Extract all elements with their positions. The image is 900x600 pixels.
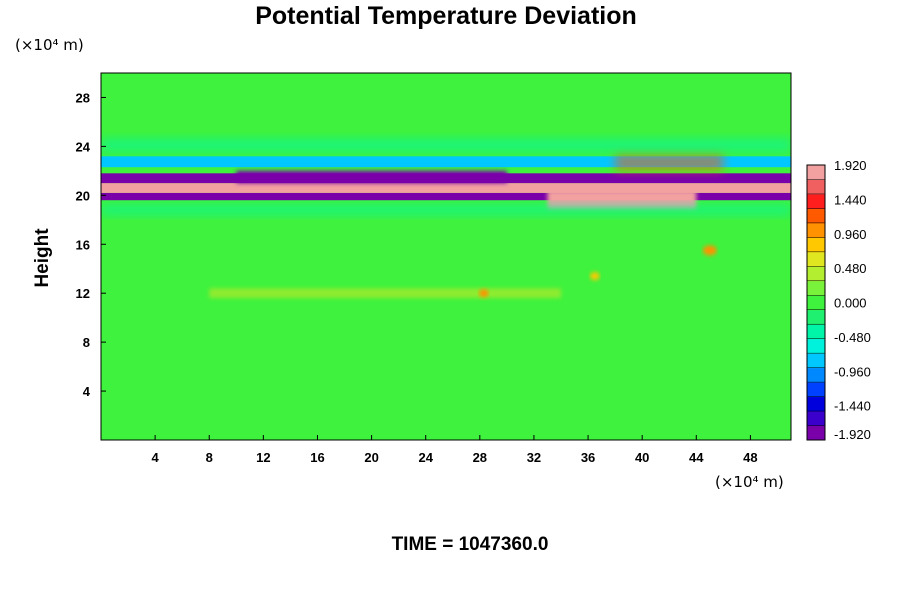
colorbar-swatch [807, 193, 825, 209]
colorbar-swatch [807, 251, 825, 267]
y-tick-label: 20 [76, 188, 90, 203]
field-layer [101, 73, 791, 440]
warm-bulge [547, 190, 697, 209]
warm-eddy [702, 245, 717, 256]
y-unit-label: (×10⁴ m) [15, 36, 84, 54]
x-tick-label: 20 [364, 450, 378, 465]
colorbar-tick-label: 0.480 [834, 261, 867, 276]
field-band [101, 192, 791, 201]
colorbar-tick-label: -0.960 [834, 364, 871, 379]
colorbar-tick-label: 1.440 [834, 192, 867, 207]
y-ticks: 4 8 12 16 20 24 28 [76, 90, 106, 399]
x-tick-label: 16 [310, 450, 324, 465]
colorbar-swatch [807, 222, 825, 238]
x-tick-label: 24 [418, 450, 433, 465]
colorbar-swatch [807, 367, 825, 383]
field-band [101, 183, 791, 193]
chart-title: Potential Temperature Deviation [255, 2, 637, 30]
colorbar-swatch [807, 411, 825, 427]
warm-ripples [615, 153, 724, 171]
colorbar-tick-label: -1.440 [834, 399, 871, 414]
y-tick-label: 8 [83, 335, 90, 350]
y-tick-label: 16 [76, 237, 90, 252]
colorbar-swatch [807, 165, 825, 180]
colorbar-swatch [807, 309, 825, 325]
colorbar-frame [806, 164, 826, 441]
upper-cool-strip [101, 139, 791, 152]
colorbar-swatch [807, 382, 825, 398]
colorbar-ticks: 1.920 1.440 0.960 0.480 0.000 -0.480 -0.960 -1.… [834, 158, 871, 442]
colorbar [806, 164, 826, 441]
colorbar-tick-label: 1.920 [834, 158, 867, 173]
lower-cool-strip [101, 205, 791, 215]
colorbar-swatch [807, 324, 825, 340]
colorbar-swatch [807, 266, 825, 282]
colorbar-swatch [807, 425, 825, 441]
tropopause-warm-dots [209, 288, 561, 299]
x-tick-label: 12 [256, 450, 270, 465]
x-tick-label: 36 [581, 450, 595, 465]
x-tick-label: 48 [743, 450, 757, 465]
colorbar-tick-label: 0.960 [834, 227, 867, 242]
y-tick-label: 24 [76, 139, 91, 154]
x-tick-label: 8 [206, 450, 213, 465]
colorbar-tick-label: 0.000 [834, 296, 867, 311]
warm-eddy [478, 289, 489, 298]
y-axis-label: Height [32, 228, 53, 288]
colorbar-tick-label: -0.480 [834, 330, 871, 345]
colorbar-swatch [807, 280, 825, 296]
colorbar-swatch [807, 237, 825, 253]
x-tick-label: 32 [527, 450, 541, 465]
y-tick-label: 4 [83, 384, 91, 399]
warm-eddy [589, 272, 600, 281]
x-tick-label: 4 [152, 450, 160, 465]
field-band [101, 305, 791, 440]
x-tick-label: 28 [473, 450, 487, 465]
field-band [101, 156, 791, 168]
plot-area [101, 73, 791, 440]
colorbar-swatch [807, 338, 825, 354]
x-ticks: 4 8 12 16 20 24 28 32 36 40 44 48 [152, 435, 758, 465]
colorbar-swatch [807, 179, 825, 195]
colorbar-swatch [807, 396, 825, 412]
x-tick-label: 44 [689, 450, 704, 465]
y-tick-label: 28 [76, 90, 90, 105]
x-tick-label: 40 [635, 450, 649, 465]
cold-lens [236, 170, 507, 184]
colorbar-swatch [807, 295, 825, 311]
time-footer: TIME = 1047360.0 [392, 534, 549, 555]
colorbar-swatch [807, 208, 825, 224]
detail-layer [101, 139, 791, 299]
plot-frame [100, 72, 792, 441]
colorbar-tick-label: -1.920 [834, 427, 871, 442]
x-unit-label: (×10⁴ m) [715, 473, 784, 491]
colorbar-swatch [807, 353, 825, 369]
y-tick-label: 12 [76, 286, 90, 301]
